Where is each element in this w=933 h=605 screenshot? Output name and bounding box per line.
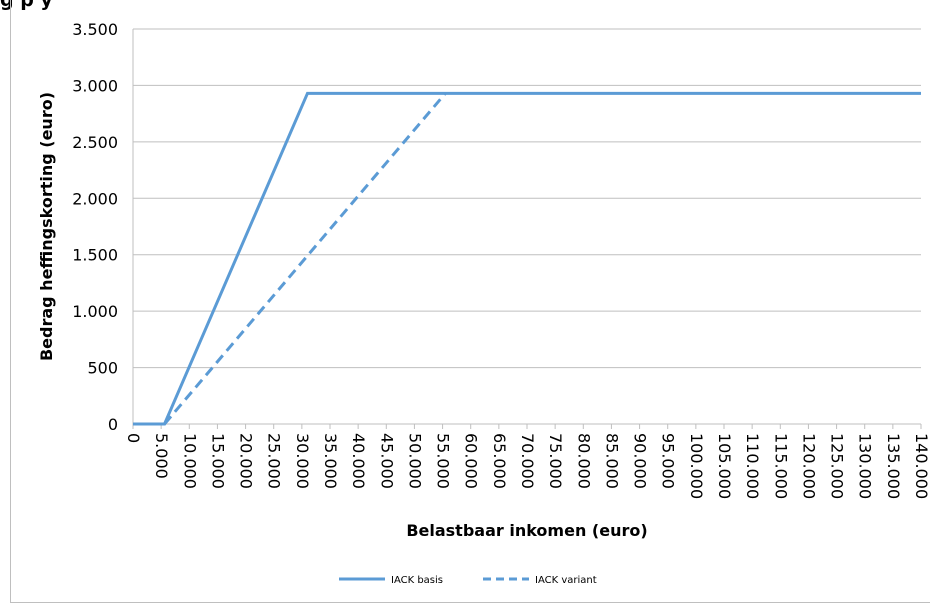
x-tick-label: 95.000 [659,433,678,489]
x-tick-label: 135.000 [884,433,903,499]
x-tick-label: 70.000 [518,433,537,489]
x-tick-label: 105.000 [715,433,734,499]
y-tick-label: 2.500 [72,133,118,152]
chart-frame [10,0,930,603]
legend: IACK basis IACK variant [339,575,597,586]
y-tick-label: 0 [108,415,118,434]
gridlines [132,28,921,425]
chart-title-partial: g p y [0,0,53,11]
y-tick-label: 1.500 [72,246,118,265]
x-tick-label: 110.000 [743,433,762,499]
legend-label: IACK basis [391,575,443,586]
series-line-iack-basis [133,91,921,426]
x-tick-label: 40.000 [349,433,368,489]
x-tick-label: 10.000 [180,433,199,489]
y-tick-label: 3.500 [72,20,118,39]
x-tick-label: 65.000 [490,433,509,489]
x-tick-label: 75.000 [546,433,565,489]
x-tick-label: 50.000 [405,433,424,489]
x-tick-label: 0 [124,433,143,443]
x-tick-label: 35.000 [321,433,340,489]
series-line-iack-variant [163,92,447,425]
x-tick-label: 15.000 [208,433,227,489]
x-axis-ticks: 0 5.000 10.000 15.000 20.000 25.000 30.000 35.0… [124,424,931,499]
y-tick-label: 1.000 [72,302,118,321]
x-tick-label: 130.000 [856,433,875,499]
x-tick-label: 100.000 [687,433,706,499]
x-tick-label: 25.000 [265,433,284,489]
y-tick-label: 3.000 [72,76,118,95]
x-tick-label: 85.000 [602,433,621,489]
x-tick-label: 140.000 [912,433,931,499]
x-tick-label: 120.000 [799,433,818,499]
y-tick-label: 2.000 [72,189,118,208]
x-tick-label: 5.000 [152,433,171,479]
series-lines [133,91,921,426]
y-axis-title: Bedrag heffingskorting (euro) [37,92,56,361]
x-tick-label: 60.000 [462,433,481,489]
y-axis-ticks: 0 500 1.000 1.500 2.000 2.500 3.000 3.500 [72,20,118,434]
legend-label: IACK variant [535,575,597,586]
x-tick-label: 115.000 [771,433,790,499]
x-tick-label: 125.000 [828,433,847,499]
x-tick-label: 90.000 [631,433,650,489]
x-tick-label: 55.000 [434,433,453,489]
y-tick-label: 500 [87,359,118,378]
x-tick-label: 80.000 [574,433,593,489]
x-tick-label: 30.000 [293,433,312,489]
x-tick-label: 45.000 [377,433,396,489]
x-tick-label: 20.000 [237,433,256,489]
x-axis-title: Belastbaar inkomen (euro) [406,521,647,540]
